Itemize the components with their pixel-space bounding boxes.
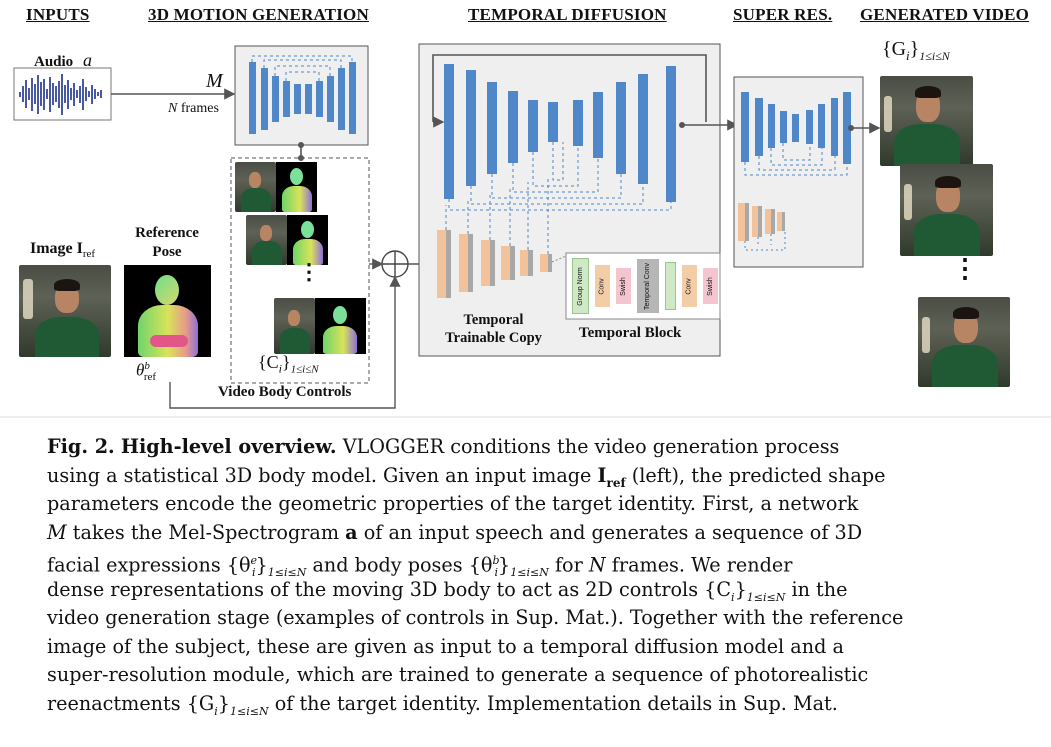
reference-image xyxy=(19,265,111,357)
video-body-controls-label: Video Body Controls xyxy=(218,384,352,400)
temporal-trainable-copy-label: Temporal Trainable Copy xyxy=(445,312,542,346)
control-frame-render xyxy=(315,298,366,354)
theta-ref-label: θbref xyxy=(136,360,157,384)
swish-layer: Swish xyxy=(616,268,631,304)
image-ref-label: Image Iref xyxy=(30,240,96,261)
audio-waveform xyxy=(19,74,102,115)
conv-layer: Conv xyxy=(595,265,610,307)
motion-network-box xyxy=(234,45,369,146)
network-M-label: M xyxy=(206,70,223,92)
section-3d-motion: 3D MOTION GENERATION xyxy=(148,5,369,24)
swish-layer: Swish xyxy=(703,268,718,304)
temporal-block-items: Group Norm Conv Swish Temporal Conv Conv… xyxy=(572,257,718,315)
temporal-block-label: Temporal Block xyxy=(579,325,682,341)
overview-figure: INPUTS 3D MOTION GENERATION TEMPORAL DIF… xyxy=(0,5,1051,418)
section-temporal-diffusion: TEMPORAL DIFFUSION xyxy=(468,5,667,24)
trainable-copy xyxy=(437,230,552,298)
control-frame-photo xyxy=(246,215,287,265)
generated-frame xyxy=(918,297,1010,387)
controls-set-label: {Ci}1≤i≤N xyxy=(258,352,319,376)
control-frame-photo xyxy=(274,298,315,354)
section-generated-video: GENERATED VIDEO xyxy=(860,5,1030,24)
control-frame-render xyxy=(287,215,328,265)
conv-layer: Conv xyxy=(682,265,697,307)
super-res-copy xyxy=(738,203,785,241)
generated-set-label: {Gi}1≤i≤N xyxy=(882,38,950,63)
reference-pose-label: Reference Pose xyxy=(135,225,199,260)
motion-unet xyxy=(249,62,356,134)
control-frame-render xyxy=(276,162,317,212)
group-norm-layer xyxy=(665,262,676,310)
section-inputs: INPUTS xyxy=(26,5,90,24)
generated-frame xyxy=(900,164,993,256)
ref-pose-to-junction xyxy=(169,275,401,409)
generated-frame xyxy=(880,76,973,166)
control-frame-photo xyxy=(235,162,276,212)
n-frames-label: N frames xyxy=(168,101,219,116)
figure-caption: Fig. 2. High-level overview. VLOGGER con… xyxy=(47,435,904,718)
audio-label: Audio a xyxy=(34,50,92,70)
section-super-res: SUPER RES. xyxy=(733,5,833,24)
generated-ellipsis: ⋮ xyxy=(952,254,978,284)
diffusion-unet xyxy=(444,64,676,202)
group-norm-layer: Group Norm xyxy=(572,258,589,314)
controls-ellipsis: ⋮ xyxy=(298,259,320,285)
diffusion-loop xyxy=(432,54,707,122)
reference-pose-render xyxy=(124,265,211,357)
super-res-unet xyxy=(741,92,851,164)
temporal-conv-layer: Temporal Conv xyxy=(637,259,659,313)
